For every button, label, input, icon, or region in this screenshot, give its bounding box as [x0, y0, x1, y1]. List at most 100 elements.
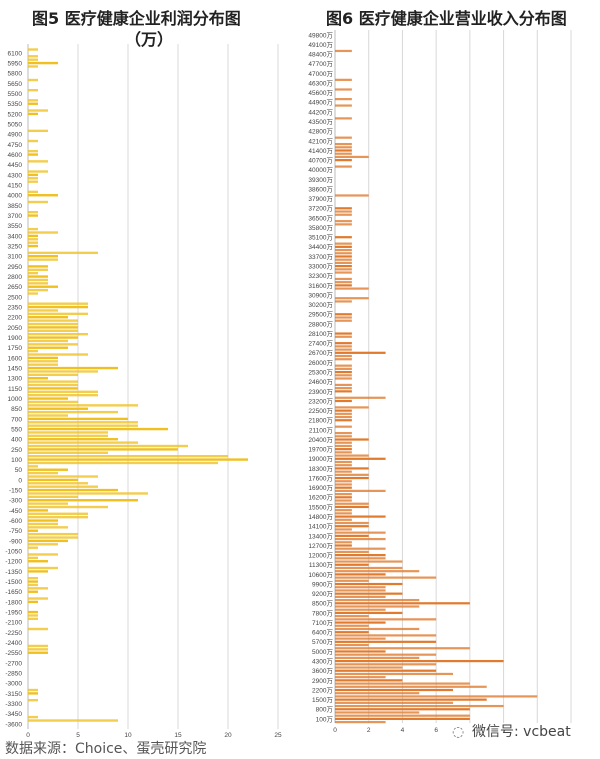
bar [28, 170, 48, 173]
bar [28, 343, 78, 346]
bar [28, 346, 68, 349]
bar [335, 412, 352, 415]
y-tick-label: 100 [11, 457, 22, 464]
bar [335, 444, 352, 448]
bar [335, 451, 352, 454]
bar [28, 180, 38, 183]
y-tick-label: 10600万 [308, 571, 333, 579]
bar [335, 679, 403, 682]
bar [28, 597, 48, 600]
y-tick-label: 15500万 [308, 503, 333, 511]
bar [335, 223, 352, 226]
y-tick-label: -1050 [5, 548, 22, 555]
bar [28, 529, 38, 532]
y-tick-label: -2250 [5, 630, 22, 637]
y-tick-label: 5500 [8, 91, 23, 98]
bar [28, 583, 38, 587]
bar [335, 460, 352, 464]
bar [335, 165, 352, 168]
y-tick-label: 1900 [8, 335, 23, 342]
bar [335, 592, 403, 595]
bar [28, 580, 38, 583]
y-tick-label: 2900万 [312, 677, 333, 685]
bar [28, 387, 78, 390]
y-tick-label: 5050 [8, 121, 23, 128]
bar [335, 242, 352, 245]
y-tick-label: 5950 [8, 60, 23, 67]
bar [335, 624, 369, 627]
y-tick-label: 37900万 [308, 195, 333, 203]
y-tick-label: 400 [11, 437, 22, 444]
bar [335, 252, 352, 255]
bar [28, 238, 38, 241]
y-tick-label: 250 [11, 447, 22, 454]
y-tick-label: 23900万 [308, 388, 333, 396]
bar [28, 302, 88, 305]
bar [335, 717, 470, 721]
bar [335, 441, 352, 444]
y-tick-label: 40000万 [308, 166, 333, 174]
bar [28, 590, 38, 593]
bar [28, 397, 68, 400]
bar [335, 152, 352, 155]
bar [28, 271, 38, 275]
bar [335, 271, 352, 274]
y-tick-label: 4450 [8, 162, 23, 169]
bar [335, 486, 352, 489]
bar [28, 556, 38, 560]
y-tick-label: 700 [11, 416, 22, 423]
bar [335, 313, 352, 316]
y-tick-label: -3450 [5, 711, 22, 718]
bar [28, 651, 48, 654]
bar [335, 669, 437, 672]
y-tick-label: 38600万 [308, 185, 333, 193]
x-tick-label: 0 [26, 732, 30, 739]
y-tick-label: 2350 [8, 304, 23, 311]
bar [28, 404, 138, 407]
bar [28, 55, 38, 58]
y-tick-label: 100万 [316, 715, 334, 723]
bar [28, 265, 48, 268]
bar [335, 554, 386, 557]
bar [335, 473, 369, 476]
bar [28, 417, 128, 421]
bar [335, 615, 369, 618]
bar [335, 390, 352, 393]
y-tick-label: 9200万 [312, 590, 333, 598]
x-tick-label: 4 [401, 727, 405, 734]
bar [335, 287, 369, 290]
bar [335, 387, 352, 390]
bar [335, 502, 369, 505]
bar [28, 698, 38, 702]
bar [335, 493, 352, 496]
bar [335, 457, 386, 460]
bar [335, 406, 369, 409]
bar [28, 719, 118, 722]
y-tick-label: 2200 [8, 315, 23, 322]
bar [28, 58, 38, 61]
y-tick-label: 2200万 [312, 686, 333, 694]
y-tick-label: 26700万 [308, 349, 333, 357]
bar [28, 715, 38, 719]
y-tick-label: 550 [11, 426, 22, 433]
bar [335, 297, 369, 300]
bar [28, 258, 58, 261]
y-tick-label: 12000万 [308, 552, 333, 560]
y-tick-label: 48400万 [308, 51, 333, 59]
bar [335, 159, 352, 162]
y-tick-label: 850 [11, 406, 22, 413]
bar [28, 194, 58, 197]
y-tick-label: 5650 [8, 81, 23, 88]
y-tick-label: 45600万 [308, 89, 333, 97]
x-tick-label: 5 [76, 732, 80, 739]
y-tick-label: 6100 [8, 50, 23, 57]
bar [335, 448, 352, 451]
bar [28, 112, 38, 116]
bar [335, 220, 352, 223]
bar [28, 587, 48, 590]
bar [335, 467, 369, 470]
bar [335, 579, 369, 582]
bar [28, 400, 78, 404]
bar [335, 351, 386, 354]
bar [335, 528, 352, 531]
